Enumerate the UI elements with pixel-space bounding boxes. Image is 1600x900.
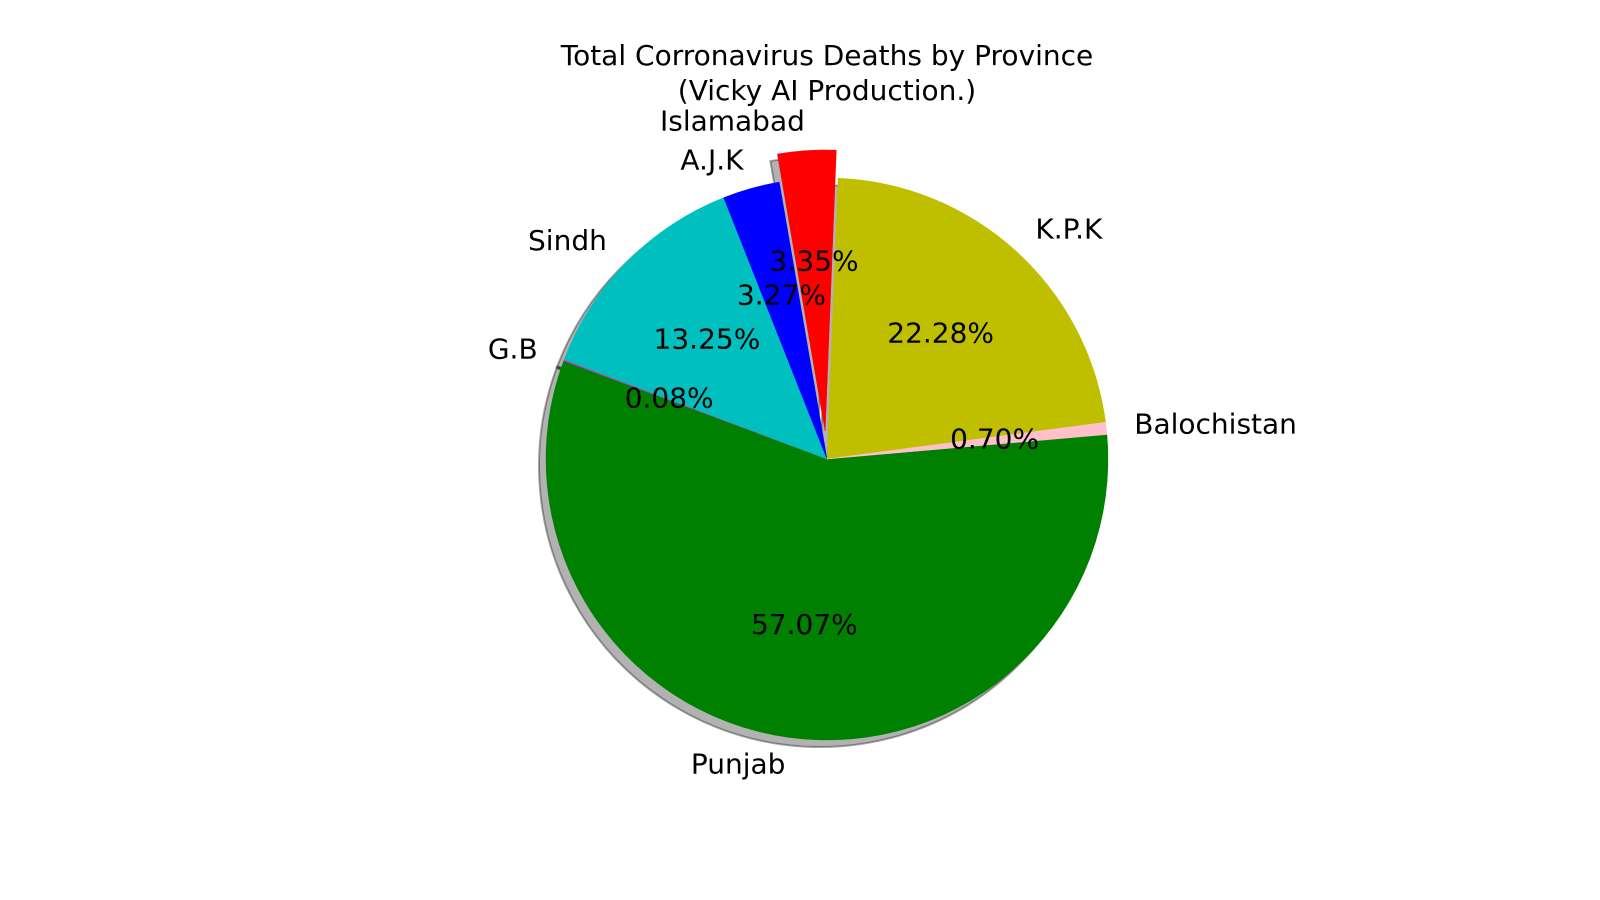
percent-label-punjab: 57.07% (751, 608, 858, 641)
slice-a-j-k (723, 181, 828, 460)
percent-label-balochistan: 0.70% (950, 423, 1039, 456)
slice-punjab (545, 360, 1109, 741)
slice-label-a-j-k: A.J.K (680, 143, 744, 176)
slice-label-g-b: G.B (488, 332, 538, 365)
chart-subtitle: (Vicky AI Production.) (678, 74, 976, 107)
slice-labels: Punjab G.B Sindh A.J.K Islamabad K.P.K Balochi… (488, 105, 1297, 781)
slice-sindh (563, 197, 828, 460)
slice-islamabad (777, 149, 837, 432)
slice-label-balochistan: Balochistan (1134, 407, 1297, 440)
percent-label-islamabad: 3.35% (770, 245, 859, 278)
chart-title: Total Corronavirus Deaths by Province (560, 39, 1094, 72)
percent-label-sindh: 13.25% (654, 323, 761, 356)
slice-label-sindh: Sindh (528, 224, 607, 257)
slice-balochistan (826, 421, 1108, 460)
slice-label-punjab: Punjab (691, 747, 786, 780)
percent-label-k-p-k: 22.28% (887, 316, 994, 349)
slice-label-k-p-k: K.P.K (1035, 213, 1103, 246)
slice-k-p-k (826, 177, 1106, 460)
percent-label-a-j-k: 3.27% (737, 279, 826, 312)
percent-labels: 57.07% 0.08% 13.25% 3.27%3.35% 22.28% 0.70% (625, 245, 1039, 641)
percent-label-g-b: 0.08% (625, 382, 714, 415)
slice-label-islamabad: Islamabad (660, 105, 805, 138)
pie-slices (545, 149, 1109, 741)
